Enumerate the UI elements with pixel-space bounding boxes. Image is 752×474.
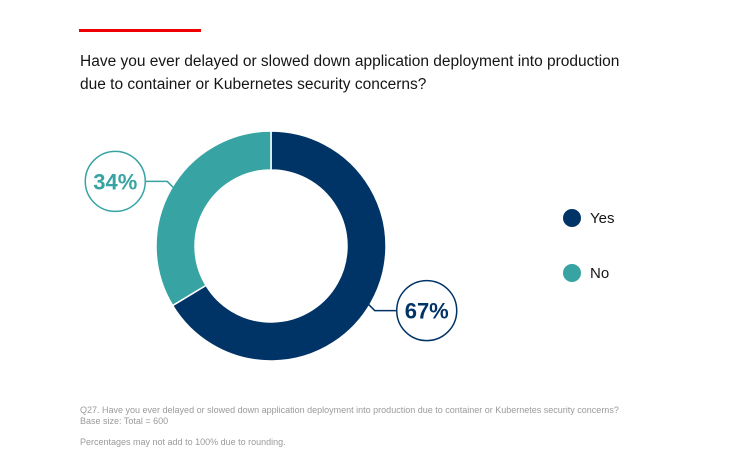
- data-label: 34%: [93, 169, 137, 194]
- callout-circle: [395, 279, 458, 342]
- callout-line: [360, 296, 397, 312]
- accent-rule: [79, 29, 201, 32]
- donut-slice-yes: [171, 130, 387, 362]
- footer-note: Percentages may not add to 100% due to r…: [80, 437, 286, 447]
- legend-label: No: [590, 265, 609, 282]
- footer-question: Q27. Have you ever delayed or slowed dow…: [80, 405, 619, 415]
- legend-label: Yes: [590, 210, 614, 227]
- callout-circle: [84, 150, 147, 213]
- callout-line: [145, 180, 182, 196]
- legend-swatch: [563, 264, 581, 282]
- data-label: 67%: [405, 299, 449, 324]
- legend-swatch: [563, 209, 581, 227]
- chart-title: Have you ever delayed or slowed down app…: [80, 53, 620, 93]
- footer-base: Base size: Total = 600: [80, 416, 169, 426]
- donut-slice-no: [155, 130, 272, 307]
